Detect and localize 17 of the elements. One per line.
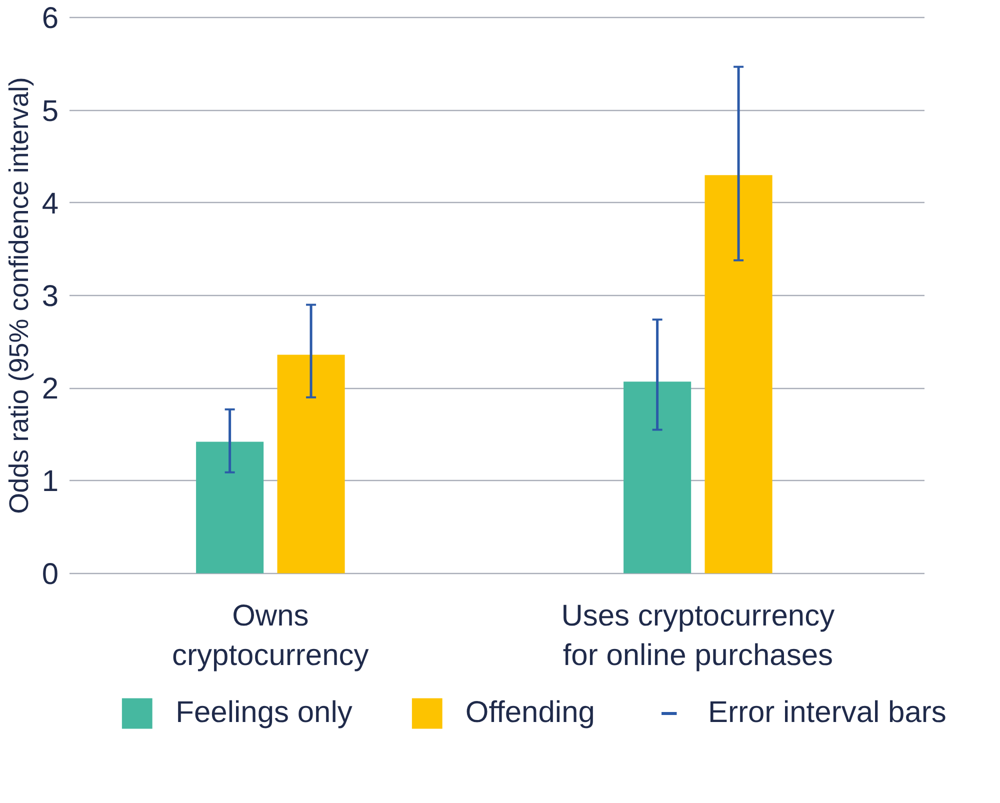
y-tick-label: 5 (42, 94, 59, 128)
bar (277, 354, 345, 574)
y-axis-title: Odds ratio (95% confidence interval) (4, 77, 34, 514)
legend-label: Feelings only (176, 696, 352, 730)
text: Error interval bars (708, 696, 946, 730)
x-tick-label: Owns cryptocurrency (172, 600, 369, 672)
y-tick-label: 0 (42, 558, 59, 591)
legend-label: Offending (465, 696, 595, 730)
y-tick-label: 6 (42, 2, 59, 36)
y-tick-label: 4 (42, 187, 59, 220)
bar (704, 175, 772, 574)
x-tick-label: Uses cryptocurrency for online purchases (561, 600, 835, 672)
y-tick-label: 2 (42, 372, 59, 406)
bar (196, 442, 264, 574)
y-tick-label: 1 (42, 465, 59, 498)
bar (624, 382, 692, 574)
y-tick-label: 3 (42, 280, 59, 313)
